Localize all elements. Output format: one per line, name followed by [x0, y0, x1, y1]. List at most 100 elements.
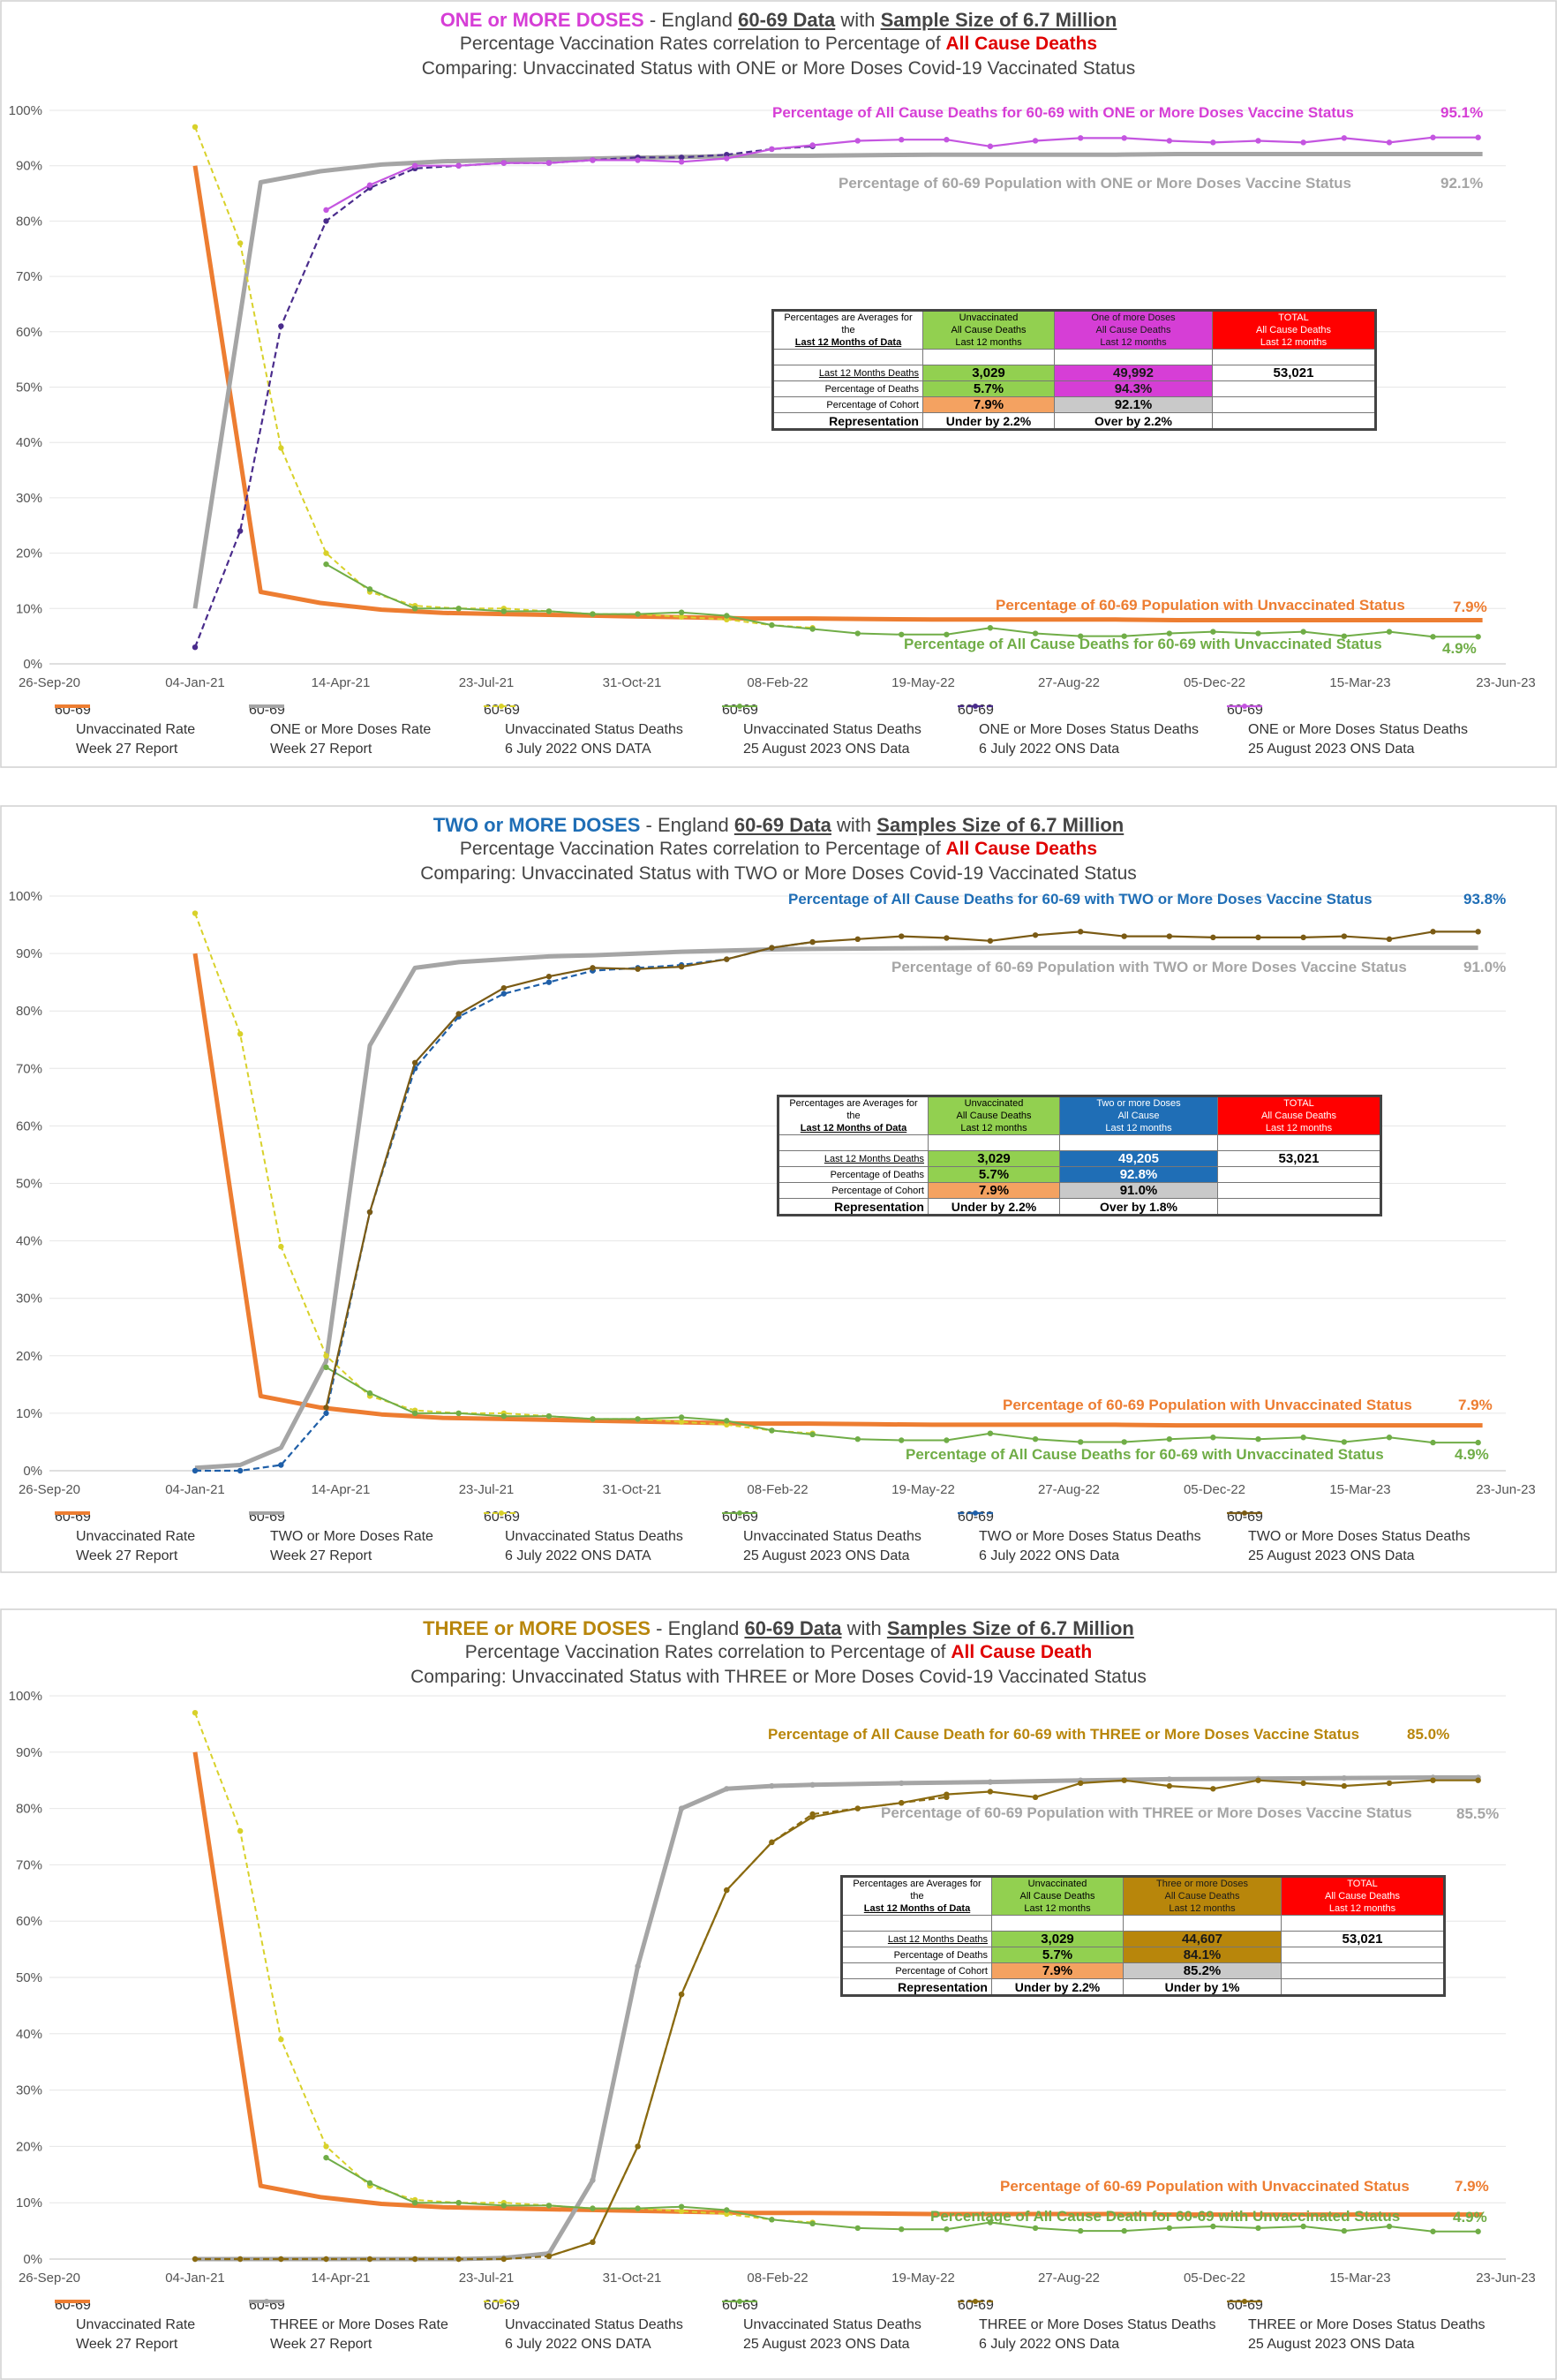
data-point	[1078, 1439, 1084, 1445]
y-tick-label: 50%	[16, 1970, 42, 1985]
legend-line-3: Week 27 Report	[76, 1548, 178, 1563]
data-point	[678, 963, 685, 970]
data-point	[635, 611, 641, 617]
data-point	[1430, 2228, 1436, 2234]
table-header-line: Last 12 Months of Data	[800, 1123, 907, 1134]
data-point	[545, 979, 553, 985]
table-header-line: All Cause Deaths	[1095, 325, 1171, 335]
legend-item: 60-69 THREE or More Doses Status Deaths 25…	[1227, 2296, 1486, 2354]
legend-key-row: 60-69	[55, 701, 195, 720]
x-tick-label: 05-Dec-22	[1184, 675, 1245, 690]
data-point	[192, 1467, 199, 1474]
data-point	[724, 2207, 730, 2213]
table-cell	[1281, 1962, 1445, 1979]
table-header-line: the	[910, 1891, 924, 1902]
table-row-label: Last 12 Months Deaths	[772, 365, 923, 381]
title-sample-size: Samples Size of 6.7 Million	[876, 814, 1124, 836]
legend-line-3: Week 27 Report	[270, 742, 372, 757]
data-point	[1386, 2223, 1393, 2230]
data-point	[678, 1419, 685, 1425]
legend-key-row: 60-69	[1227, 2296, 1486, 2316]
data-point	[854, 138, 861, 144]
data-point	[1430, 1439, 1436, 1446]
x-tick-label: 08-Feb-22	[747, 675, 808, 690]
data-point	[1386, 629, 1393, 635]
series-2	[194, 945, 1478, 1471]
legend-item: 60-69 Unvaccinated Status Deaths 6 July 20…	[484, 1508, 683, 1566]
table-row-label: Percentage of Deaths	[778, 1166, 929, 1183]
table-row: Percentage of Cohort 7.9% 85.2%	[841, 1962, 1445, 1979]
table-header-cell: TOTAL All Cause Deaths Last 12 months	[1212, 310, 1376, 350]
legend-key-row: 60-69	[958, 2296, 1216, 2316]
table-cell: 3,029	[991, 1931, 1124, 1947]
y-tick-label: 50%	[16, 1177, 42, 1192]
data-point	[769, 945, 775, 951]
y-tick-label: 70%	[16, 1061, 42, 1076]
data-point	[278, 1243, 284, 1250]
data-point	[854, 2225, 861, 2232]
data-point	[323, 561, 329, 568]
data-point	[1166, 630, 1173, 636]
data-point	[1166, 138, 1173, 144]
table-header-line: Percentages are Averages for	[853, 1879, 982, 1889]
legend-item: 60-69 ONE or More Doses Status Deaths 6 Ju…	[958, 701, 1199, 759]
legend-swatch	[55, 2300, 90, 2303]
data-point	[237, 1467, 244, 1474]
title-mid: - England	[651, 1617, 745, 1639]
series-line	[194, 945, 1478, 1471]
data-point	[1032, 630, 1039, 636]
x-tick-label: 19-May-22	[891, 2271, 955, 2286]
legend-swatch	[249, 704, 284, 708]
data-point	[724, 1887, 730, 1894]
table-cell: Under by 1%	[1123, 1978, 1282, 1996]
data-point	[411, 1410, 418, 1417]
data-point	[1121, 1777, 1127, 1783]
table-cell: 92.1%	[1054, 396, 1213, 413]
x-tick-label: 19-May-22	[891, 1482, 955, 1497]
table-header-line: All Cause	[1117, 1111, 1160, 1121]
legend-series-name: 60-69	[958, 1510, 994, 1525]
table-row-label: Percentage of Deaths	[841, 1947, 992, 1963]
legend-key-row: 60-69	[249, 1508, 433, 1527]
data-point	[635, 2143, 641, 2150]
table-header-line: Unvaccinated	[964, 1098, 1024, 1109]
chart-subtitle-2: Comparing: Unvaccinated Status with ONE …	[421, 58, 1136, 79]
title-dose-label: ONE or MORE DOSES	[440, 9, 644, 31]
data-point	[854, 1435, 861, 1442]
y-tick-label: 0%	[23, 1464, 42, 1479]
table-cell: 49,992	[1054, 365, 1213, 381]
legend-swatch	[55, 704, 90, 708]
series-line	[194, 1712, 813, 2224]
x-tick-label: 23-Jun-23	[1476, 2271, 1536, 2286]
table-header-line: Last 12 months	[1169, 1903, 1236, 1914]
x-tick-label: 04-Jan-21	[165, 675, 225, 690]
y-tick-label: 50%	[16, 380, 42, 395]
table-spacer-row	[772, 349, 1376, 365]
table-cell: 49,205	[1059, 1150, 1218, 1167]
table-cell: Over by 1.8%	[1059, 1198, 1218, 1216]
table-cell: Under by 2.2%	[922, 412, 1055, 430]
legend-key-row: 60-69	[722, 2296, 921, 2316]
data-point	[323, 207, 329, 214]
legend-line-2: ONE or More Doses Rate	[270, 722, 432, 737]
series-line	[548, 1779, 1478, 2257]
table-header-line: Last 12 Months of Data	[794, 337, 902, 348]
data-point	[1121, 933, 1127, 939]
series-5	[192, 938, 816, 1474]
x-tick-label: 05-Dec-22	[1184, 2271, 1245, 2286]
chart-title: TWO or MORE DOSES - England 60-69 Data w…	[0, 814, 1557, 837]
table-cell	[1217, 1182, 1381, 1199]
table-header-line: All Cause Deaths	[1164, 1891, 1240, 1902]
data-point	[809, 626, 816, 632]
data-point	[724, 155, 730, 162]
chart-panel-1: ONE or MORE DOSES - England 60-69 Data w…	[0, 0, 1557, 768]
data-point	[944, 1791, 950, 1797]
legend-line-3: 6 July 2022 ONS Data	[979, 1548, 1120, 1563]
data-point	[1341, 2227, 1348, 2234]
legend-line-3: 6 July 2022 ONS Data	[979, 2337, 1120, 2352]
data-point	[455, 162, 462, 169]
legend-line-2: Unvaccinated Status Deaths	[505, 1529, 683, 1544]
data-point	[1121, 1439, 1127, 1445]
legend-swatch	[722, 704, 757, 709]
data-point	[237, 240, 244, 246]
